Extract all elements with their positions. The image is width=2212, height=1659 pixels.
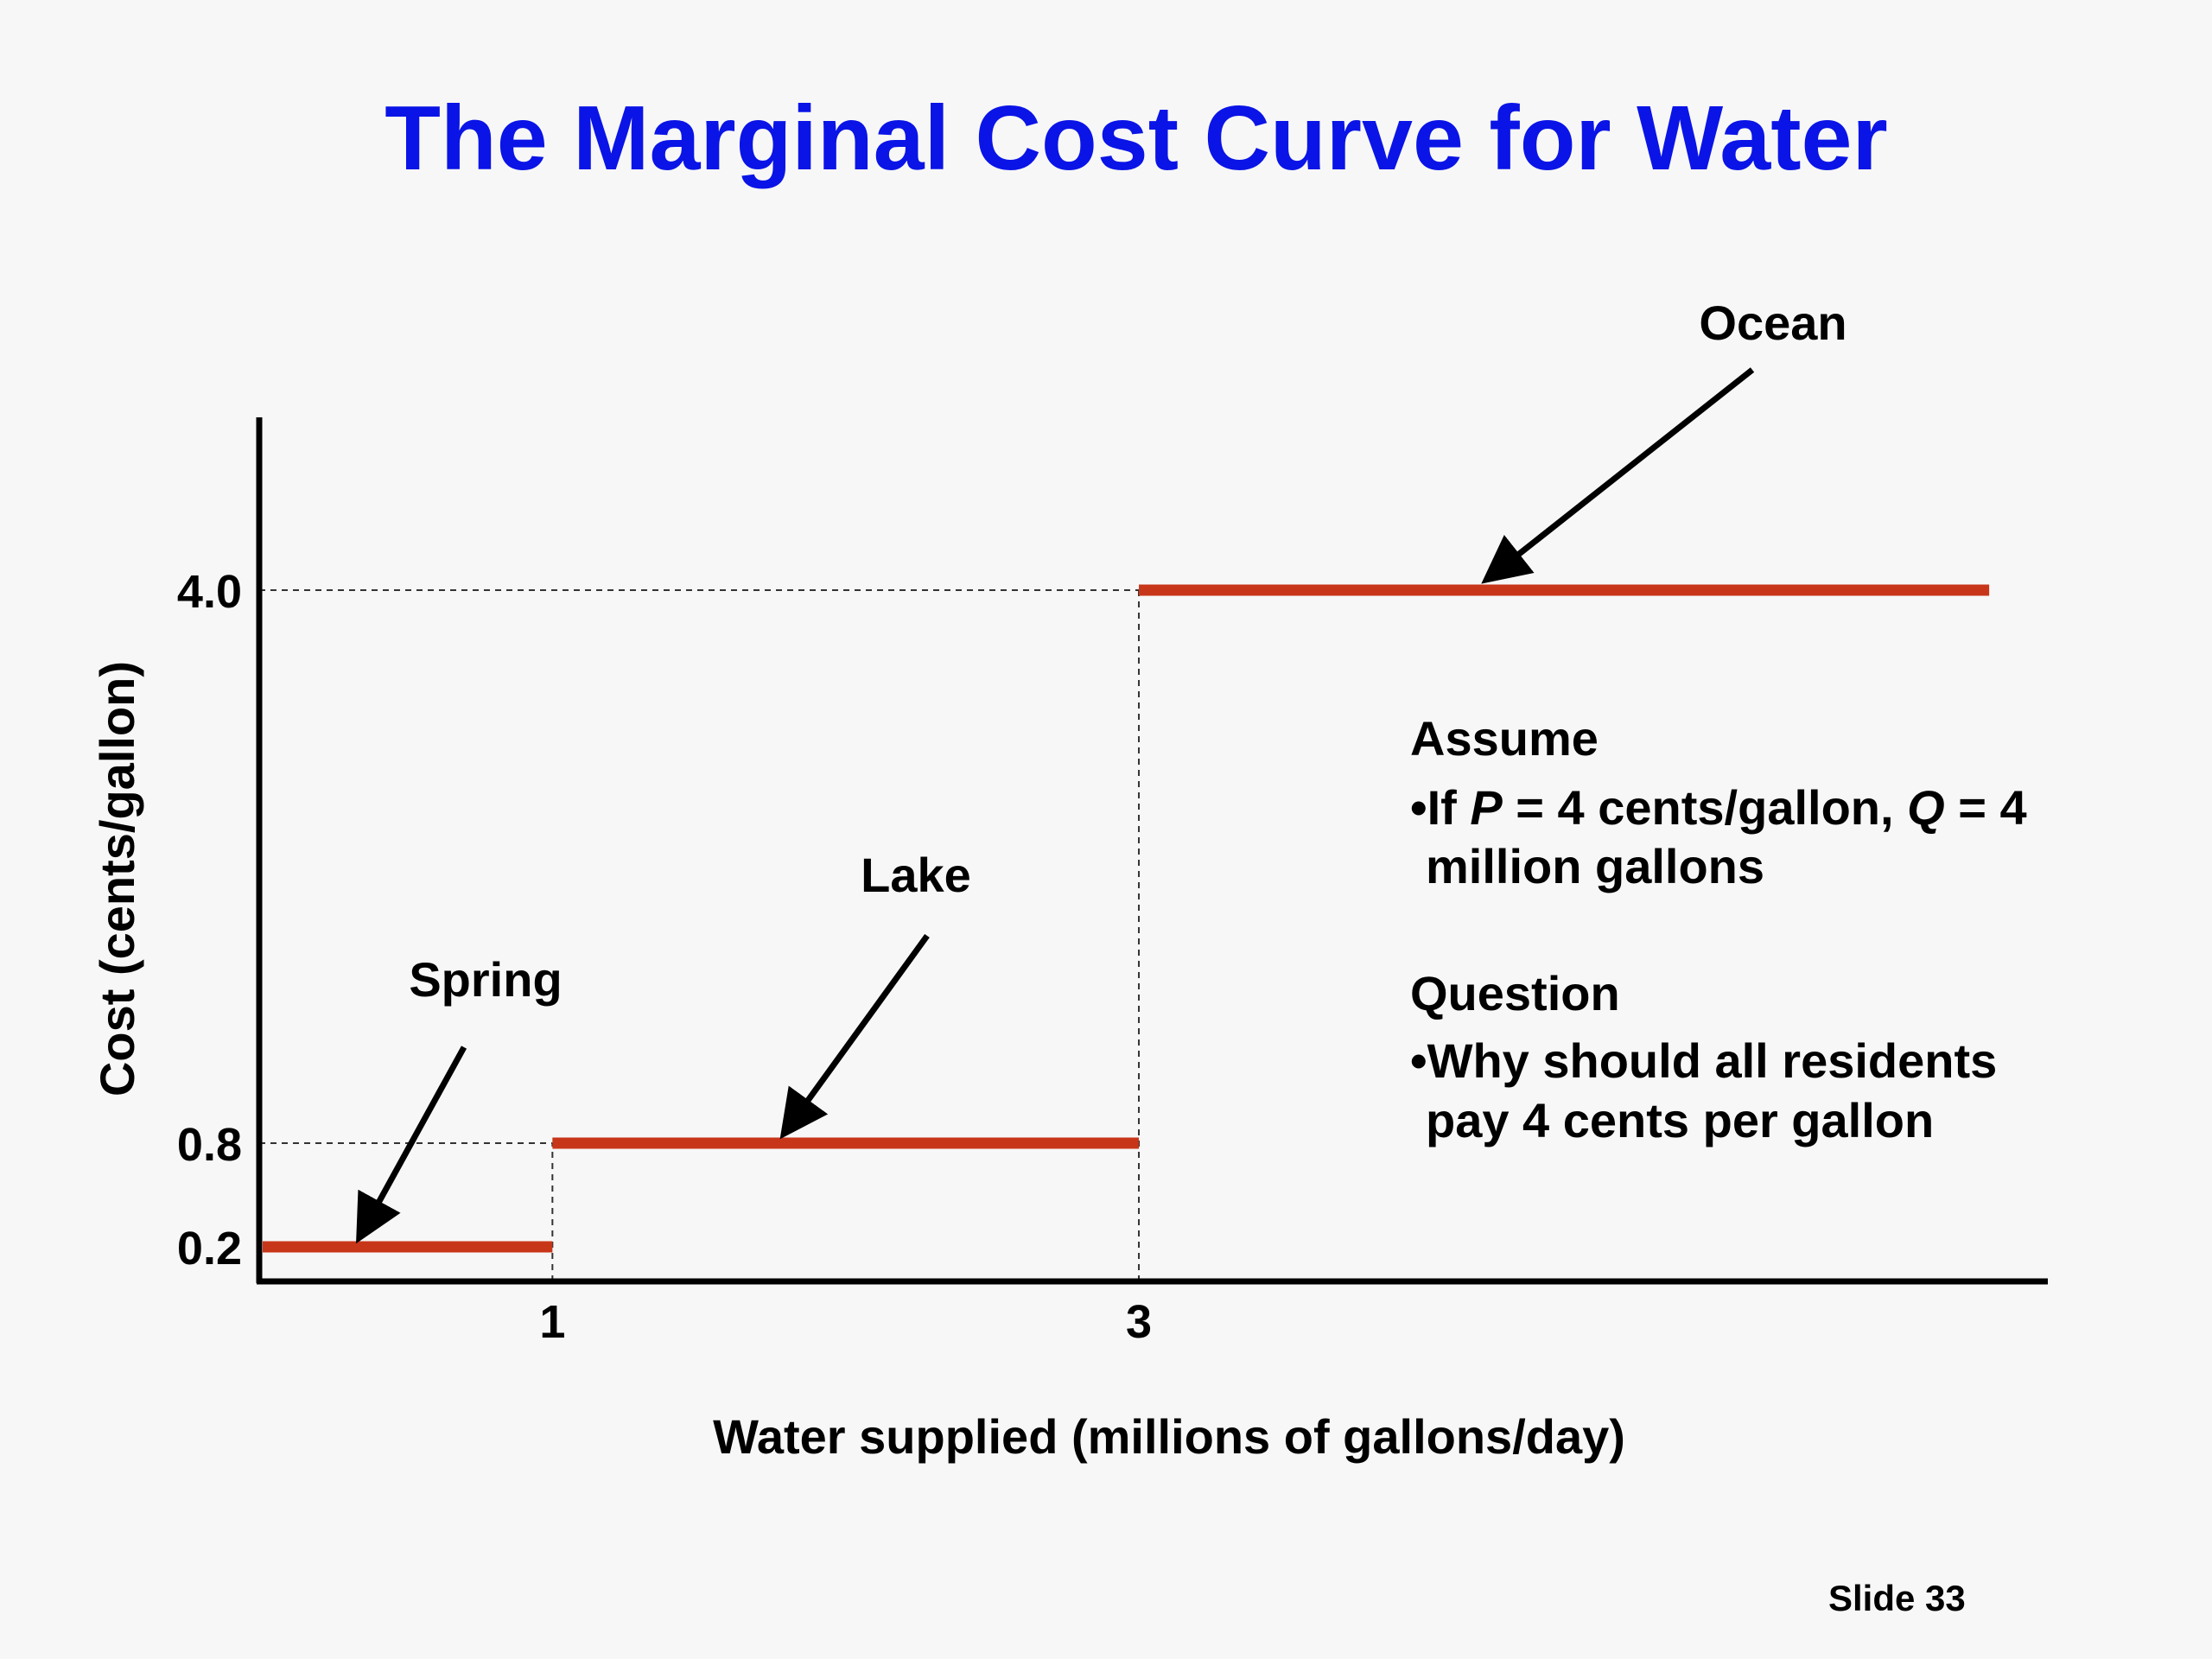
- annotation-arrow-lake: [779, 933, 930, 1140]
- cost-segments: [263, 584, 1990, 1253]
- y-tick-label: 0.8: [177, 1119, 242, 1171]
- y-tick-label: 0.2: [177, 1223, 242, 1274]
- y-axis-label: Cost (cents/gallon): [90, 661, 144, 1096]
- bullet-mid: = 4 cents/gallon,: [1502, 780, 1908, 835]
- y-tick-label: 4.0: [177, 566, 242, 618]
- annotation-label-spring: Spring: [409, 952, 562, 1007]
- bullet-end: = 4: [1944, 780, 2027, 835]
- assume-bullet-line2: million gallons: [1426, 839, 1765, 893]
- question-bullet-line1: •Why should all residents: [1410, 1033, 1998, 1088]
- bullet-prefix: •If: [1410, 780, 1471, 835]
- quantity-symbol: Q: [1907, 780, 1945, 835]
- x-axis-label: Water supplied (millions of gallons/day): [713, 1409, 1625, 1464]
- axis-labels: Water supplied (millions of gallons/day)…: [90, 661, 1625, 1464]
- price-symbol: P: [1470, 780, 1503, 835]
- annotation-arrow-ocean: [1481, 367, 1755, 584]
- axes: [256, 417, 2048, 1285]
- assume-heading: Assume: [1410, 711, 1599, 766]
- reference-lines: [259, 589, 1141, 1281]
- question-heading: Question: [1410, 966, 1620, 1020]
- annotations: Spring Lake Ocean: [356, 296, 1847, 1244]
- tick-labels: 0.2 0.8 4.0 1 3: [177, 566, 1152, 1348]
- annotation-label-lake: Lake: [861, 848, 971, 902]
- slide-title: The Marginal Cost Curve for Water: [385, 87, 1888, 189]
- x-tick-label: 1: [539, 1296, 565, 1348]
- question-bullet-line2: pay 4 cents per gallon: [1426, 1093, 1935, 1147]
- annotation-arrow-spring: [356, 1046, 467, 1244]
- x-tick-label: 3: [1126, 1296, 1152, 1348]
- annotation-label-ocean: Ocean: [1699, 296, 1847, 350]
- assume-bullet-line1: •If P = 4 cents/gallon, Q = 4: [1410, 778, 2027, 838]
- slide-number: Slide 33: [1828, 1578, 1966, 1618]
